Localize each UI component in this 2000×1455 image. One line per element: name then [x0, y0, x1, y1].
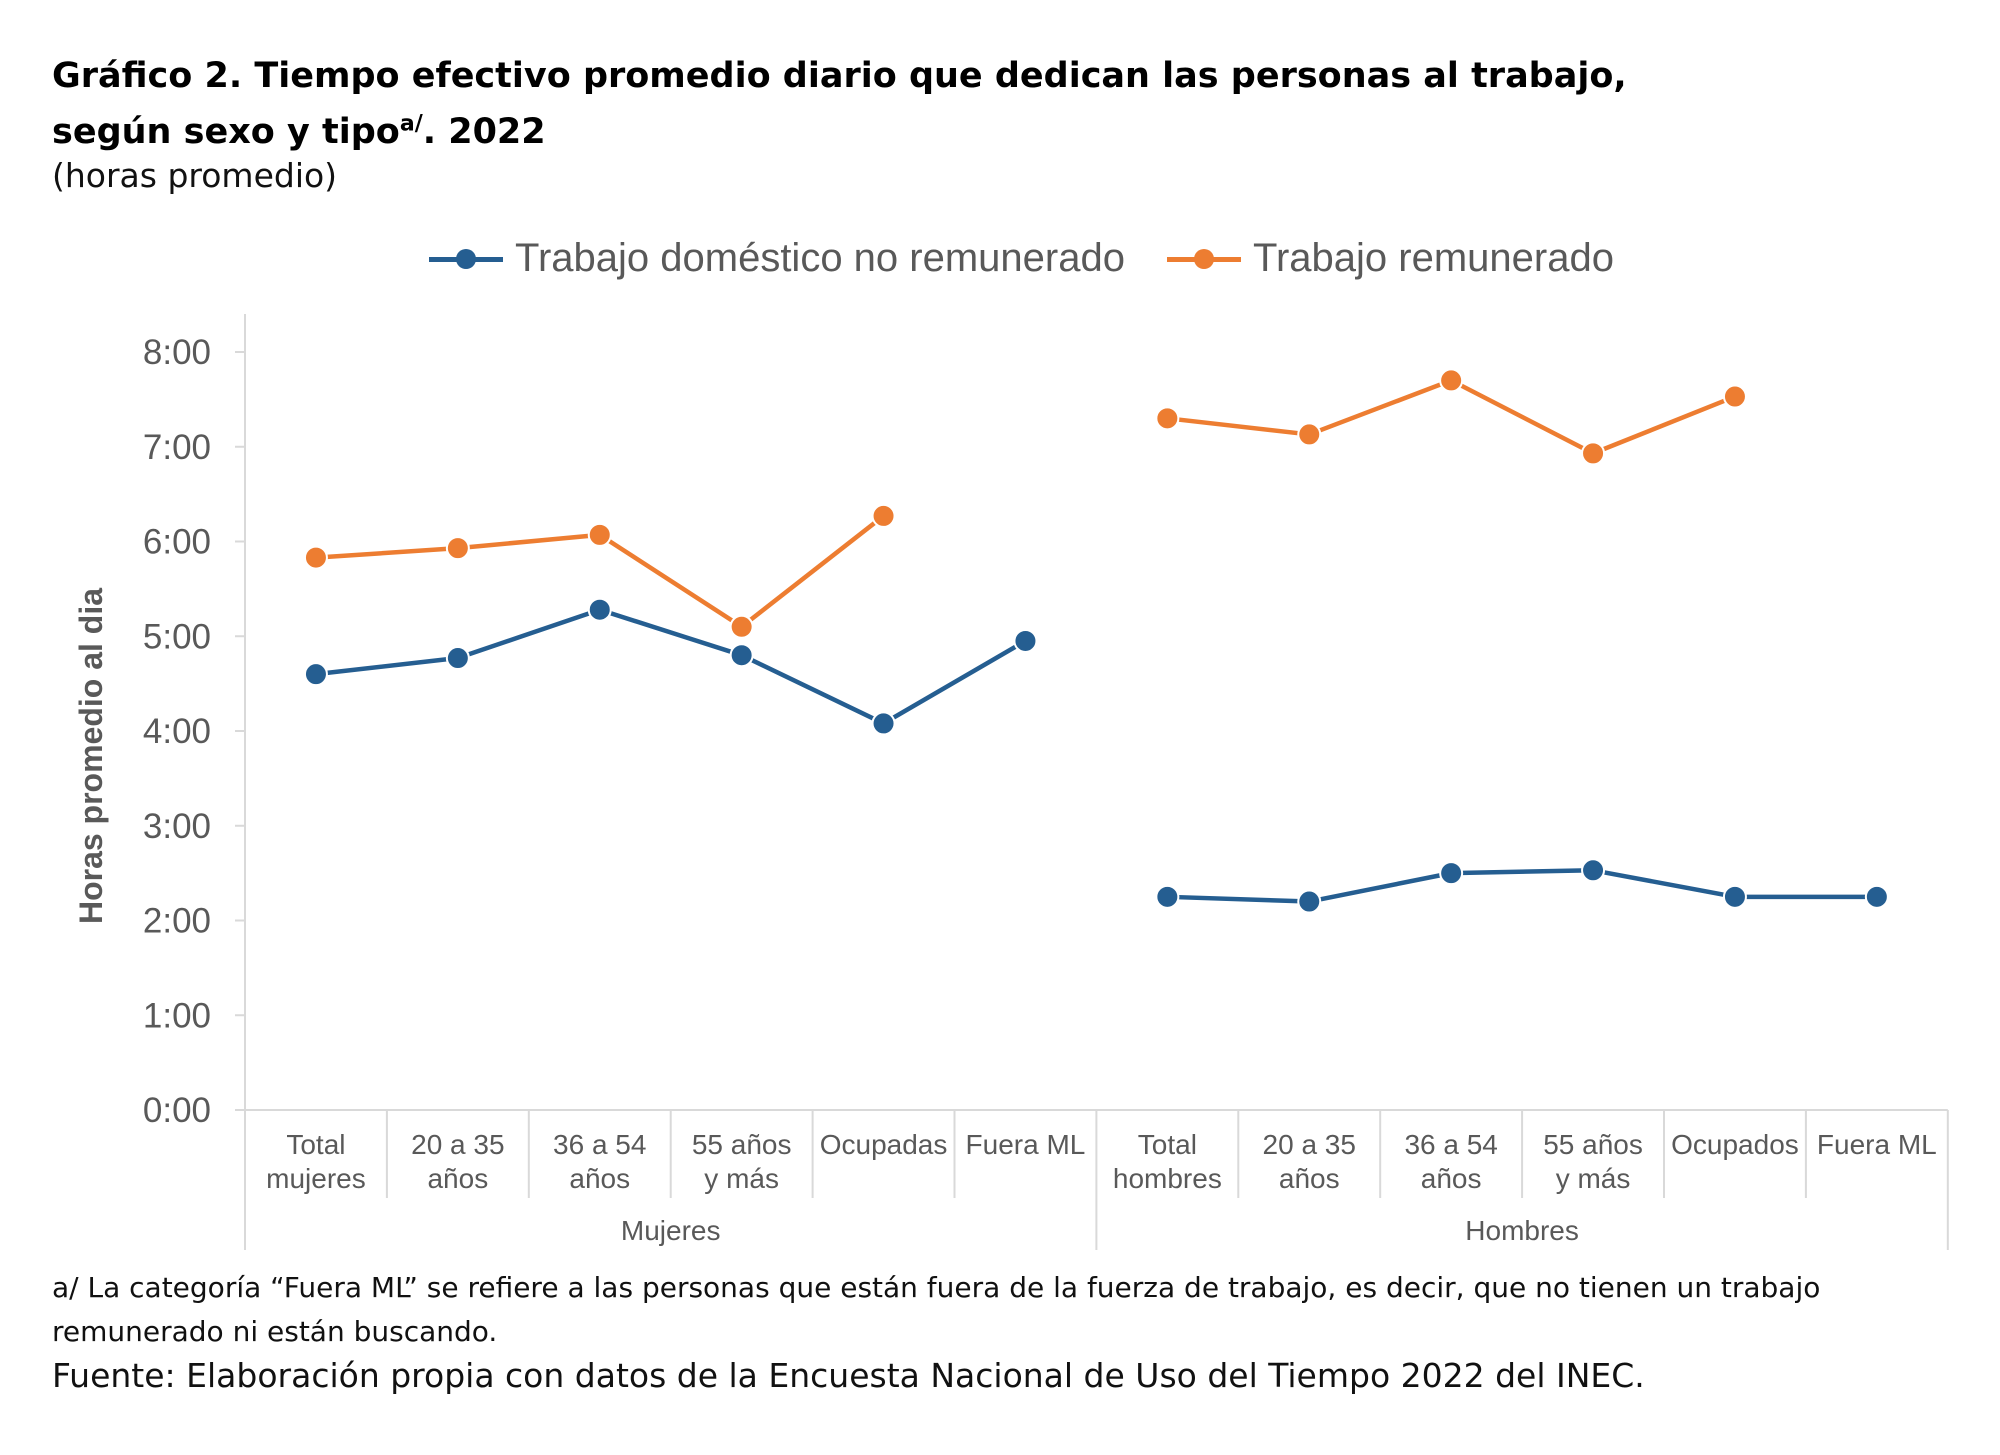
data-point-trabajo-remunerado [303, 545, 328, 570]
x-category-label: Total [1138, 1129, 1197, 1160]
y-tick-label: 2:00 [143, 902, 211, 941]
title-superscript: a/ [399, 111, 423, 137]
data-point-trabajo-domestico [1864, 884, 1889, 909]
x-category-label: Fuera ML [966, 1129, 1086, 1160]
x-group-label: Mujeres [621, 1215, 721, 1246]
data-point-trabajo-remunerado [587, 522, 612, 547]
data-point-trabajo-remunerado [445, 536, 470, 561]
data-point-trabajo-domestico [445, 646, 470, 671]
y-tick-label: 4:00 [143, 712, 211, 751]
y-tick-label: 0:00 [143, 1091, 211, 1130]
chart-title-text: Gráfico 2. Tiempo efectivo promedio diar… [52, 56, 1627, 152]
data-point-trabajo-remunerado [1155, 406, 1180, 431]
x-category-label: mujeres [266, 1163, 366, 1194]
series-line-trabajo-domestico [1167, 868, 1877, 904]
x-category-label: y más [704, 1163, 779, 1194]
data-point-trabajo-domestico [729, 643, 754, 668]
x-category-label: años [1421, 1163, 1482, 1194]
y-tick-label: 8:00 [143, 333, 211, 372]
data-point-trabajo-domestico [587, 597, 612, 622]
x-category-label: años [1279, 1163, 1340, 1194]
data-point-trabajo-domestico [303, 662, 328, 687]
x-category-label: Fuera ML [1817, 1129, 1937, 1160]
legend-marker-trabajo-domestico [425, 239, 507, 279]
series-line-trabajo-domestico [315, 607, 1027, 726]
data-point-trabajo-remunerado [1722, 384, 1747, 409]
legend-marker-trabajo-remunerado [1163, 239, 1245, 279]
chart-subtitle: (horas promedio) [52, 156, 338, 195]
x-category-label: 55 años [692, 1129, 792, 1160]
x-category-label: 36 a 54 [553, 1129, 646, 1160]
x-category-label: 36 a 54 [1404, 1129, 1497, 1160]
data-point-trabajo-domestico [1581, 858, 1606, 883]
data-point-trabajo-remunerado [1581, 441, 1606, 466]
title-year: . 2022 [422, 112, 546, 152]
x-group-label: Hombres [1465, 1215, 1579, 1246]
x-category-label: años [427, 1163, 488, 1194]
y-tick-label: 1:00 [143, 996, 211, 1035]
data-point-trabajo-remunerado [1297, 422, 1322, 447]
source-note: Fuente: Elaboración propia con datos de … [52, 1356, 1645, 1395]
y-tick-label: 7:00 [143, 428, 211, 467]
x-category-label: 20 a 35 [1263, 1129, 1356, 1160]
legend-label-trabajo-remunerado: Trabajo remunerado [1253, 236, 1614, 280]
data-point-trabajo-domestico [871, 711, 896, 736]
data-point-trabajo-domestico [1722, 884, 1747, 909]
data-point-trabajo-remunerado [1439, 368, 1464, 393]
x-category-label: y más [1556, 1163, 1631, 1194]
data-point-trabajo-domestico [1297, 889, 1322, 914]
x-category-label: Ocupadas [820, 1129, 948, 1160]
x-category-label: hombres [1113, 1163, 1222, 1194]
data-point-trabajo-domestico [1013, 628, 1038, 653]
x-category-label: Ocupados [1671, 1129, 1799, 1160]
data-point-trabajo-remunerado [729, 614, 754, 639]
x-category-label: años [569, 1163, 630, 1194]
chart-legend: Trabajo doméstico no remunerado Trabajo … [0, 228, 2000, 288]
x-category-label: 20 a 35 [411, 1129, 504, 1160]
footnote: a/ La categoría “Fuera ML” se refiere a … [52, 1271, 1821, 1348]
y-tick-label: 6:00 [143, 523, 211, 562]
legend-label-trabajo-domestico: Trabajo doméstico no remunerado [515, 236, 1125, 280]
y-tick-label: 5:00 [143, 617, 211, 656]
y-axis-title: Horas promedio al dia [73, 588, 109, 924]
y-tick-label: 3:00 [143, 807, 211, 846]
data-point-trabajo-domestico [1155, 884, 1180, 909]
data-point-trabajo-domestico [1439, 861, 1464, 886]
x-category-label: Total [286, 1129, 345, 1160]
chart-title: Gráfico 2. Tiempo efectivo promedio diar… [52, 48, 1752, 160]
x-category-label: 55 años [1543, 1129, 1643, 1160]
data-point-trabajo-remunerado [871, 503, 896, 528]
legend-item-trabajo-domestico: Trabajo doméstico no remunerado [425, 236, 1125, 281]
legend-item-trabajo-remunerado: Trabajo remunerado [1163, 236, 1614, 281]
